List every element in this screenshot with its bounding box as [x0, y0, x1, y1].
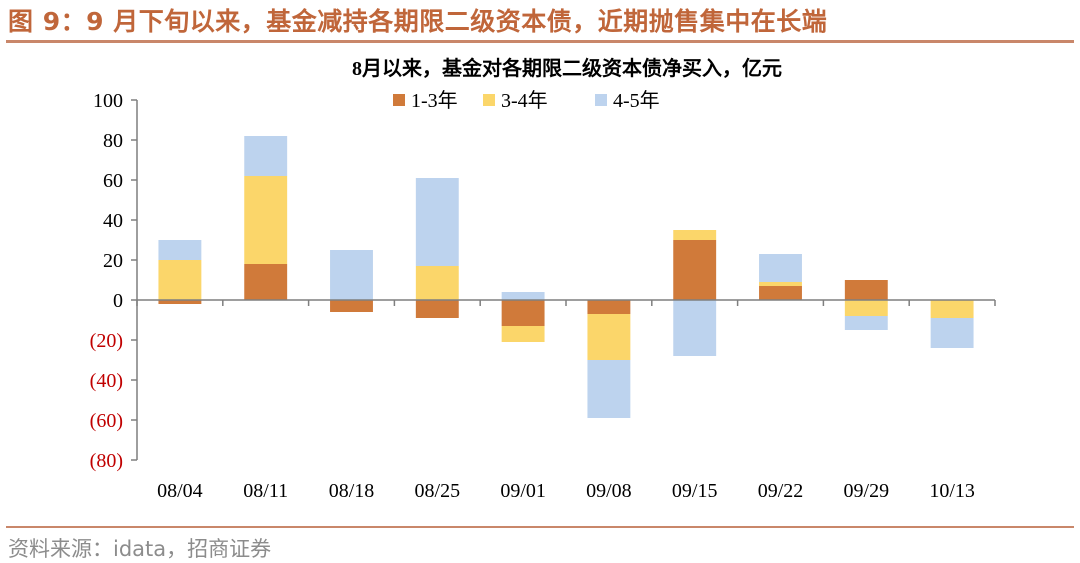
- stacked-bar-chart: 8月以来，基金对各期限二级资本债净买入，亿元 1-3年 3-4年 4-5年 100 8…: [90, 56, 996, 502]
- y-tick-label: 80: [103, 130, 123, 152]
- bar-09-08-series-1: [587, 300, 631, 314]
- bar-08-18-series-3: [330, 250, 373, 300]
- y-tick-label: 100: [93, 90, 123, 112]
- axes-group: [131, 99, 996, 461]
- legend-swatch-2: [483, 94, 495, 106]
- x-tick-labels: 08/04 08/11 08/18 08/25 09/01 09/08 09/15 09/22…: [157, 480, 975, 502]
- figure-title: 图 9：9 月下旬以来，基金减持各期限二级资本债，近期抛售集中在长端: [8, 7, 828, 36]
- x-tick-label: 09/29: [844, 480, 890, 502]
- legend-label-3: 4-5年: [613, 89, 660, 112]
- bar-09-22-series-3: [759, 254, 802, 282]
- bar-08-25-series-1: [415, 300, 459, 318]
- source-divider: [6, 526, 1074, 528]
- chart-legend: 1-3年 3-4年 4-5年: [393, 89, 660, 112]
- bar-08-11-series-1: [244, 264, 288, 300]
- bar-09-01-series-2: [501, 326, 545, 342]
- bars-group: [158, 136, 974, 418]
- y-tick-label: (40): [90, 370, 123, 392]
- legend-label-1: 1-3年: [411, 89, 458, 112]
- x-tick-label: 09/01: [500, 480, 546, 502]
- y-tick-label: 0: [113, 290, 123, 312]
- y-tick-label: (60): [90, 410, 123, 432]
- legend-swatch-3: [595, 94, 607, 106]
- bar-09-29-series-2: [844, 300, 888, 316]
- legend-label-2: 3-4年: [501, 89, 548, 112]
- x-tick-label: 09/08: [586, 480, 632, 502]
- y-tick-label: 60: [103, 170, 123, 192]
- bar-08-04-series-2: [158, 260, 202, 300]
- bar-09-22-series-2: [759, 282, 802, 286]
- bar-08-04-series-1: [158, 300, 202, 304]
- bar-09-08-series-2: [587, 314, 631, 360]
- x-tick-label: 10/13: [929, 480, 975, 502]
- bar-08-25-series-2: [415, 266, 459, 300]
- bar-09-01-series-1: [501, 300, 545, 326]
- bar-08-04-series-3: [158, 240, 202, 260]
- legend-swatch-1: [393, 94, 405, 106]
- x-tick-label: 08/11: [243, 480, 288, 502]
- x-tick-label: 08/04: [157, 480, 203, 502]
- bar-09-15-series-3: [673, 300, 717, 356]
- bar-08-11-series-3: [244, 136, 288, 176]
- y-tick-label: 20: [103, 250, 123, 272]
- bar-08-25-series-3: [415, 178, 459, 266]
- bar-08-11-series-2: [244, 176, 288, 264]
- y-tick-label: (20): [90, 330, 123, 352]
- source-note: 资料来源：idata，招商证券: [8, 537, 272, 561]
- x-tick-label: 08/25: [415, 480, 461, 502]
- y-tick-label: (80): [90, 450, 123, 472]
- bar-09-29-series-3: [844, 316, 888, 330]
- chart-title: 8月以来，基金对各期限二级资本债净买入，亿元: [352, 56, 782, 80]
- bar-08-18-series-1: [330, 300, 373, 312]
- y-tick-labels: 100 80 60 40 20 0 (20) (40) (60) (80): [90, 90, 123, 472]
- bar-09-08-series-3: [587, 360, 631, 418]
- bar-09-22-series-1: [759, 286, 802, 300]
- bar-10-13-series-2: [930, 300, 974, 318]
- bar-10-13-series-3: [930, 318, 974, 348]
- bar-09-01-series-3: [501, 292, 545, 300]
- x-tick-label: 09/15: [672, 480, 718, 502]
- title-divider: [6, 40, 1074, 43]
- x-tick-label: 08/18: [329, 480, 375, 502]
- x-tick-label: 09/22: [758, 480, 804, 502]
- bar-09-15-series-2: [673, 230, 717, 240]
- bar-09-29-series-1: [844, 280, 888, 300]
- y-tick-label: 40: [103, 210, 123, 232]
- bar-09-15-series-1: [673, 240, 717, 300]
